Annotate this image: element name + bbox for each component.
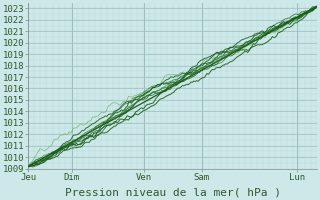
X-axis label: Pression niveau de la mer( hPa ): Pression niveau de la mer( hPa ) (65, 187, 281, 197)
